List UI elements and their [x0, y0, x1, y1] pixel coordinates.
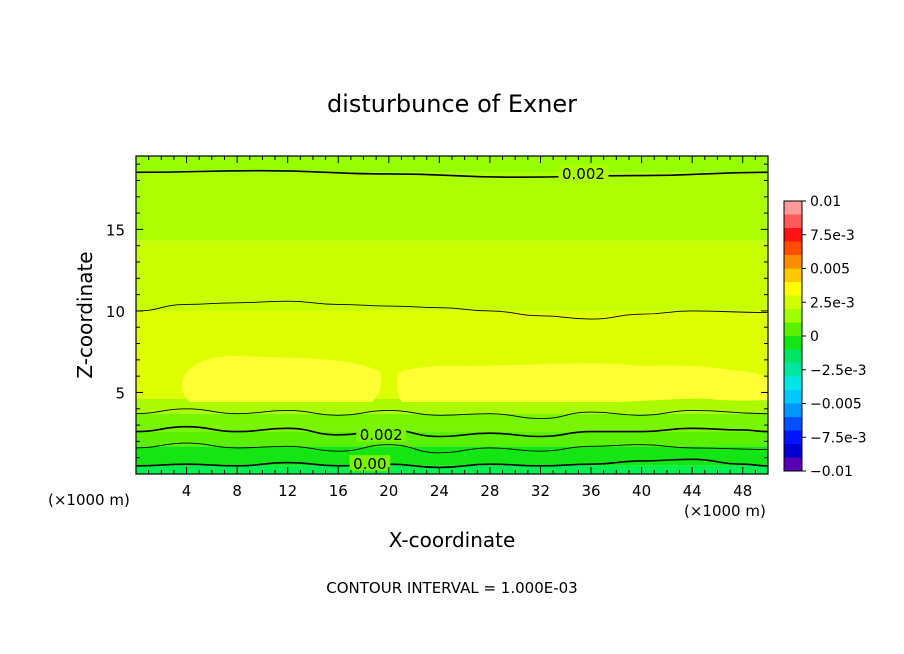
- colorbar-swatch-11: [784, 349, 802, 364]
- x-tick-labels: 4 8 12 16 20 24 28 32 36 40 44 48: [182, 482, 752, 500]
- colorbar-label-6: −0.005: [810, 397, 862, 413]
- colorbar-swatch-17: [784, 430, 802, 445]
- contour-label-1: 0.002: [356, 425, 407, 444]
- colorbar-label-1: 7.5e-3: [810, 228, 855, 244]
- colorbar: [783, 200, 803, 472]
- colorbar-swatch-15: [784, 403, 802, 418]
- colorbar-swatch-5: [784, 268, 802, 283]
- y-tick-label-2: 15: [106, 221, 125, 239]
- colorbar-label-0: 0.01: [810, 194, 841, 210]
- y-tick-labels: 5 10 15: [106, 221, 125, 402]
- x-tick-label-8: 36: [581, 482, 600, 500]
- x-unit-left: (×1000 m): [48, 491, 130, 509]
- field-band-0: [136, 465, 768, 474]
- colorbar-swatch-0: [784, 201, 802, 215]
- contour-label-text-0: 0.002: [562, 165, 605, 183]
- contour-line-3: [136, 425, 768, 438]
- contour-interval-note: CONTOUR INTERVAL = 1.000E-03: [326, 579, 577, 597]
- x-tick-label-4: 20: [379, 482, 398, 500]
- field-band-1: [136, 446, 768, 466]
- contour-label-2: 0.00: [349, 455, 391, 473]
- colorbar-swatch-9: [784, 322, 802, 337]
- x-tick-label-2: 12: [278, 482, 297, 500]
- field-band-3: [136, 413, 768, 432]
- chart-title: disturbunce of Exner: [327, 90, 577, 118]
- colorbar-swatch-3: [784, 241, 802, 256]
- contour-label-text-2: 0.00: [353, 455, 386, 473]
- colorbar-swatch-4: [784, 255, 802, 269]
- colorbar-swatch-14: [784, 390, 802, 404]
- max-patch-0: [181, 356, 382, 402]
- colorbar-swatch-13: [784, 376, 802, 391]
- contour-label-0: 0.002: [558, 164, 609, 183]
- contour-line-1: [136, 300, 768, 320]
- field-band-2: [136, 431, 768, 447]
- colorbar-swatch-19: [784, 457, 802, 472]
- contour-labels: 0.002 0.002 0.00: [349, 164, 609, 473]
- colorbar-label-3: 2.5e-3: [810, 295, 855, 311]
- colorbar-swatch-1: [784, 214, 802, 229]
- x-tick-label-0: 4: [182, 482, 192, 500]
- contour-label-text-1: 0.002: [360, 426, 403, 444]
- contour-line-0: [136, 169, 768, 179]
- colorbar-swatch-2: [784, 228, 802, 242]
- colorbar-label-7: −7.5e-3: [810, 430, 867, 446]
- x-tick-label-11: 48: [733, 482, 752, 500]
- colorbar-label-4: 0: [810, 329, 819, 345]
- colorbar-swatch-10: [784, 336, 802, 350]
- y-axis-label: Z-coordinate: [73, 251, 97, 378]
- contour-lines: [136, 169, 768, 469]
- x-axis-label: X-coordinate: [389, 528, 516, 552]
- field-band-8: [136, 156, 768, 173]
- x-unit-right: (×1000 m): [684, 502, 766, 520]
- contour-line-2: [136, 408, 768, 420]
- x-tick-label-1: 8: [232, 482, 242, 500]
- colorbar-swatch-16: [784, 417, 802, 431]
- contour-label-bg-2: [349, 455, 391, 472]
- colorbar-swatch-8: [784, 309, 802, 323]
- x-tick-label-5: 24: [430, 482, 449, 500]
- frame-ticks: [136, 156, 768, 474]
- y-tick-label-0: 5: [115, 384, 125, 402]
- max-patch-1: [396, 363, 768, 402]
- field-band-4: [136, 398, 768, 414]
- colorbar-label-5: −2.5e-3: [810, 363, 867, 379]
- field-band-7: [136, 172, 768, 241]
- plot-area: [136, 156, 768, 474]
- field-band-6: [136, 240, 768, 311]
- x-tick-label-6: 28: [480, 482, 499, 500]
- colorbar-label-8: −0.01: [810, 464, 853, 480]
- contour-line-4: [136, 442, 768, 454]
- colorbar-label-2: 0.005: [810, 262, 850, 278]
- colorbar-swatch-6: [784, 282, 802, 296]
- x-tick-label-3: 16: [329, 482, 348, 500]
- colorbar-swatch-18: [784, 444, 802, 458]
- contour-label-bg-0: [558, 164, 609, 181]
- contour-label-bg-1: [356, 425, 407, 442]
- y-tick-label-1: 10: [106, 303, 125, 321]
- x-tick-label-10: 44: [683, 482, 702, 500]
- contour-line-5: [136, 458, 768, 469]
- colorbar-swatch-7: [784, 295, 802, 310]
- colorbar-swatch-12: [784, 363, 802, 377]
- x-tick-label-7: 32: [531, 482, 550, 500]
- colorbar-labels: 0.01 7.5e-3 0.005 2.5e-3 0 −2.5e-3 −0.005 −7.5e…: [802, 194, 867, 480]
- x-tick-label-9: 40: [632, 482, 651, 500]
